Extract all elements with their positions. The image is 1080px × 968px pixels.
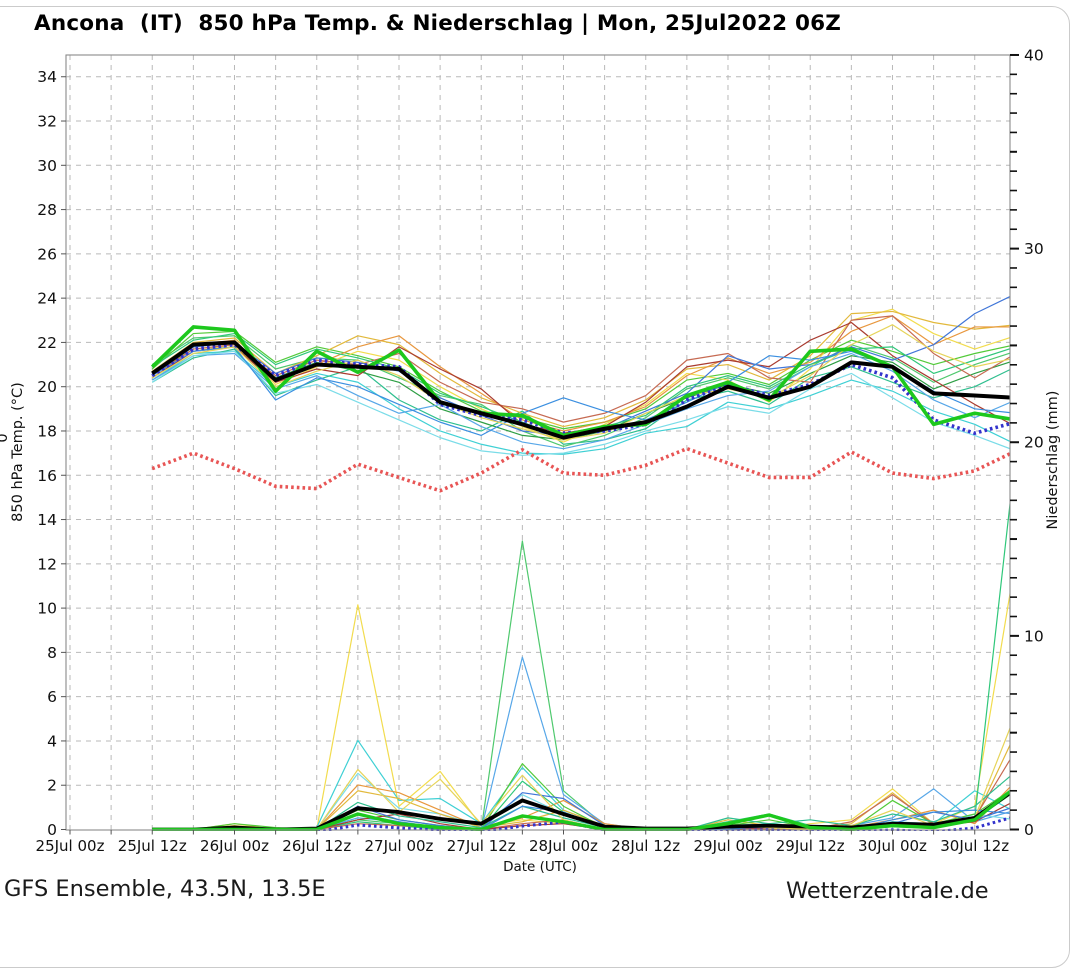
x-axis-tick-label: 25Jul 12z	[118, 837, 187, 855]
left-axis-tick-label: 6	[47, 688, 57, 706]
left-axis-tick-label: 10	[37, 600, 57, 618]
right-axis-tick-label: 30	[1024, 240, 1044, 258]
plot-border	[65, 54, 1011, 831]
axis-layer: 0246810121416182022242628303234010203040…	[36, 46, 1044, 855]
ensemble-forecast-chart: 0246810121416182022242628303234010203040…	[0, 46, 1061, 875]
right-axis-tick-label: 20	[1024, 434, 1044, 452]
temp-member-line	[151, 310, 1010, 428]
left-axis-tick-label: 18	[37, 422, 57, 440]
left-axis-tick-label: 2	[47, 777, 57, 795]
x-axis-tick-label: 27Jul 12z	[447, 837, 516, 855]
temp-member-line	[151, 330, 1010, 430]
series-layer	[150, 295, 1010, 831]
left-axis-tick-label: 24	[37, 290, 57, 308]
left-axis-tick-label: 0	[47, 821, 57, 839]
grid-layer	[66, 55, 1010, 830]
x-axis-tick-label: 25Jul 00z	[36, 837, 105, 855]
precip-member-line	[152, 590, 1010, 831]
temp-member-line	[151, 324, 1010, 441]
operational-temp-line	[150, 325, 1010, 438]
left-axis-tick-label: 28	[37, 201, 57, 219]
left-axis-tick-label: 26	[37, 245, 57, 263]
left-axis-tick-label: 32	[37, 113, 57, 131]
right-axis-label: Niederschlag (mm)	[1045, 391, 1061, 530]
right-axis-tick-label: 40	[1024, 46, 1044, 64]
x-axis-tick-label: 27Jul 00z	[365, 837, 434, 855]
left-axis-tick-label: 30	[37, 157, 57, 175]
wetterzentrale-ensemble-page: { "title": "Ancona (IT) 850 hPa Temp. & …	[0, 6, 1070, 968]
climate-mean-temp-line	[151, 446, 1010, 493]
x-axis-tick-label: 26Jul 00z	[200, 837, 269, 855]
left-axis-tick-label: 14	[37, 511, 57, 529]
precip-member-line	[152, 743, 1010, 831]
left-axis-tick-label: 20	[37, 378, 57, 396]
x-axis-tick-label: 26Jul 12z	[282, 837, 351, 855]
x-axis-tick-label: 29Jul 12z	[776, 837, 845, 855]
x-axis-label: Date (UTC)	[503, 859, 577, 875]
left-axis-label: 850 hPa Temp. (°C)	[10, 382, 26, 522]
precip-member-line	[152, 656, 1010, 831]
model-info-text: GFS Ensemble, 43.5N, 13.5E	[4, 876, 326, 902]
x-axis-tick-label: 28Jul 12z	[611, 837, 680, 855]
left-axis-tick-label: 16	[37, 467, 57, 485]
chart-title: Ancona (IT) 850 hPa Temp. & Niederschlag…	[34, 11, 842, 36]
x-axis-tick-label: 30Jul 12z	[940, 837, 1009, 855]
precip-member-line	[152, 498, 1010, 831]
x-axis-tick-label: 29Jul 00z	[694, 837, 763, 855]
watermark-text: Wetterzentrale.de	[786, 878, 989, 904]
left-axis-tick-label: 34	[37, 68, 57, 86]
temp-member-line	[151, 315, 1010, 423]
left-axis-tick-label: 4	[47, 732, 57, 750]
temp-member-line	[151, 335, 1010, 448]
left-axis-tick-label: 22	[37, 334, 57, 352]
temp-member-line	[151, 348, 1010, 445]
precip-member-line	[152, 540, 1010, 831]
x-axis-tick-label: 28Jul 00z	[529, 837, 598, 855]
left-axis-tick-label: 12	[37, 555, 57, 573]
ensemble-mean-temp-line	[151, 340, 1010, 440]
left-axis-tick-label: 8	[47, 644, 57, 662]
right-axis-tick-label: 0	[1024, 821, 1034, 839]
left-edge-label-fragment: 0	[0, 433, 11, 442]
x-axis-tick-label: 30Jul 00z	[858, 837, 927, 855]
temp-member-line	[151, 352, 1010, 450]
right-axis-tick-label: 10	[1024, 627, 1044, 645]
